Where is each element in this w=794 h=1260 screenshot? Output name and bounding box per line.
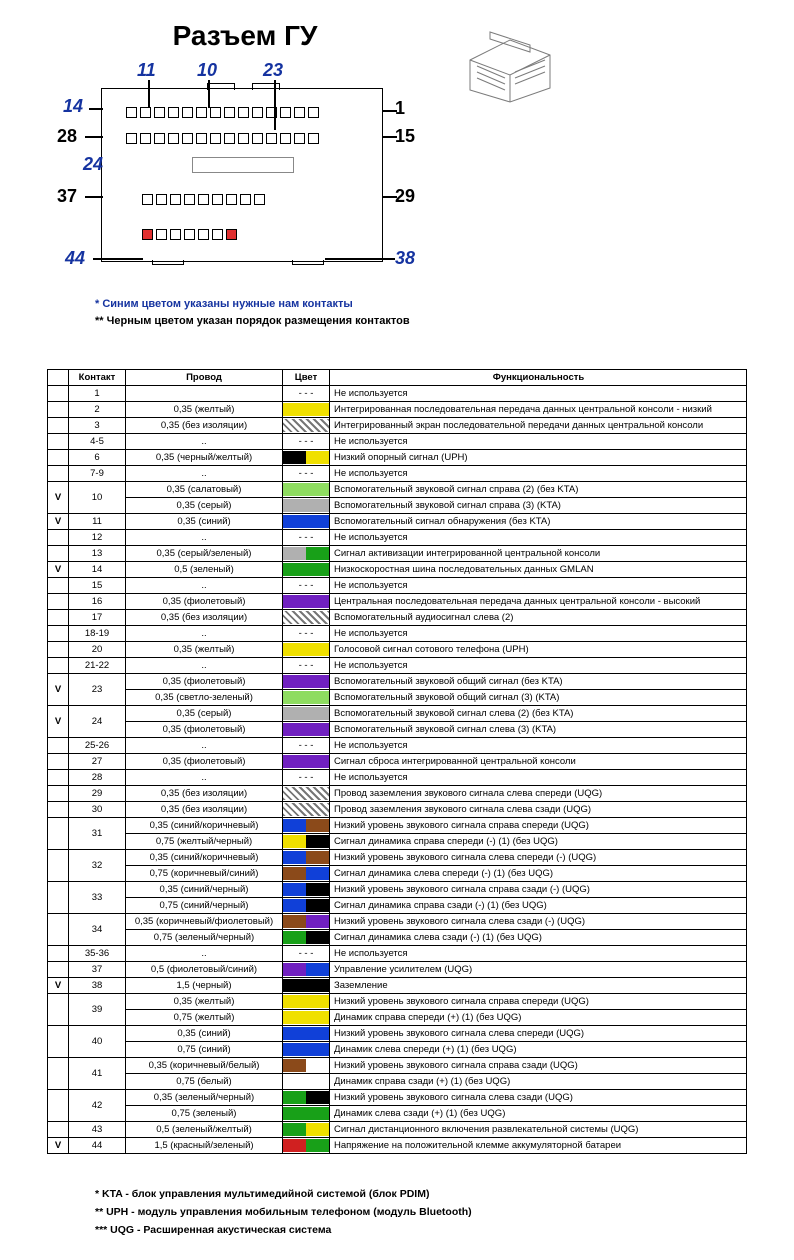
table-row: 200,35 (желтый)Голосовой сигнал сотового…	[48, 642, 747, 658]
footnote-3: *** UQG - Расширенная акустическая систе…	[95, 1222, 769, 1240]
table-row: 60,35 (черный/желтый)Низкий опорный сигн…	[48, 450, 747, 466]
pin-label-38: 38	[395, 248, 415, 269]
table-row: 18-19..- - -Не используется	[48, 626, 747, 642]
table-row: 0,75 (синий)Динамик слева спереди (+) (1…	[48, 1042, 747, 1058]
table-row: 310,35 (синий/коричневый)Низкий уровень …	[48, 818, 747, 834]
table-row: 1- - -Не используется	[48, 386, 747, 402]
table-row: 370,5 (фиолетовый/синий)Управление усили…	[48, 962, 747, 978]
table-row: 28..- - -Не используется	[48, 770, 747, 786]
table-row: 12..- - -Не используется	[48, 530, 747, 546]
connector-diagram: 11 10 23 14 1 28 15 24 37 29 44 38	[25, 58, 455, 288]
footnotes: * KTA - блок управления мультимедийной с…	[95, 1186, 769, 1240]
table-row: 290,35 (без изоляции)Провод заземления з…	[48, 786, 747, 802]
table-row: V110,35 (синий)Вспомогательный сигнал об…	[48, 514, 747, 530]
table-row: 0,75 (синий/черный)Сигнал динамика справ…	[48, 898, 747, 914]
pin-label-29: 29	[395, 186, 415, 207]
table-row: 0,35 (фиолетовый)Вспомогательный звуково…	[48, 722, 747, 738]
pin-label-23: 23	[263, 60, 283, 81]
table-row: 0,75 (зеленый/черный)Сигнал динамика сле…	[48, 930, 747, 946]
table-row: 330,35 (синий/черный)Низкий уровень звук…	[48, 882, 747, 898]
th-func: Функциональность	[330, 370, 747, 386]
table-row: 0,75 (желтый/черный)Сигнал динамика спра…	[48, 834, 747, 850]
pin-label-24: 24	[83, 154, 103, 175]
table-row: 420,35 (зеленый/черный)Низкий уровень зв…	[48, 1090, 747, 1106]
pin-label-14: 14	[63, 96, 83, 117]
table-row: 430,5 (зеленый/желтый)Сигнал дистанционн…	[48, 1122, 747, 1138]
table-row: 170,35 (без изоляции)Вспомогательный ауд…	[48, 610, 747, 626]
header-row: Разъем ГУ	[25, 20, 769, 329]
table-row: 7-9..- - -Не используется	[48, 466, 747, 482]
table-row: V240,35 (серый)Вспомогательный звуковой …	[48, 706, 747, 722]
table-row: 320,35 (синий/коричневый)Низкий уровень …	[48, 850, 747, 866]
table-row: 35-36..- - -Не используется	[48, 946, 747, 962]
page-title: Разъем ГУ	[65, 20, 425, 52]
table-row: 390,35 (желтый)Низкий уровень звукового …	[48, 994, 747, 1010]
table-row: 20,35 (желтый)Интегрированная последоват…	[48, 402, 747, 418]
table-row: V381,5 (черный)Заземление	[48, 978, 747, 994]
pin-label-10: 10	[197, 60, 217, 81]
connector-outline	[101, 88, 383, 262]
pin-label-28: 28	[57, 126, 77, 147]
table-row: 0,35 (серый)Вспомогательный звуковой сиг…	[48, 498, 747, 514]
table-row: 0,75 (желтый)Динамик справа спереди (+) …	[48, 1010, 747, 1026]
table-row: 300,35 (без изоляции)Провод заземления з…	[48, 802, 747, 818]
table-row: 270,35 (фиолетовый)Сигнал сброса интегри…	[48, 754, 747, 770]
table-row: 30,35 (без изоляции)Интегрированный экра…	[48, 418, 747, 434]
table-row: 0,75 (коричневый/синий)Сигнал динамика с…	[48, 866, 747, 882]
pin-label-44: 44	[65, 248, 85, 269]
table-row: 400,35 (синий)Низкий уровень звукового с…	[48, 1026, 747, 1042]
pin-label-15: 15	[395, 126, 415, 147]
th-wire: Провод	[126, 370, 283, 386]
table-row: V140,5 (зеленый)Низкоскоростная шина пос…	[48, 562, 747, 578]
diagram-column: Разъем ГУ	[25, 20, 455, 329]
table-row: 0,75 (белый)Динамик справа сзади (+) (1)…	[48, 1074, 747, 1090]
table-row: 130,35 (серый/зеленый)Сигнал активизации…	[48, 546, 747, 562]
pin-label-37: 37	[57, 186, 77, 207]
table-row: V230,35 (фиолетовый)Вспомогательный звук…	[48, 674, 747, 690]
footnote-2: ** UPH - модуль управления мобильным тел…	[95, 1204, 769, 1222]
table-row: 340,35 (коричневый/фиолетовый)Низкий уро…	[48, 914, 747, 930]
pin-label-11: 11	[137, 60, 156, 81]
table-row: 410,35 (коричневый/белый)Низкий уровень …	[48, 1058, 747, 1074]
pinout-table: Контакт Провод Цвет Функциональность 1- …	[47, 369, 747, 1154]
table-row: V100,35 (салатовый)Вспомогательный звуко…	[48, 482, 747, 498]
diagram-notes: * Синим цветом указаны нужные нам контак…	[95, 296, 455, 329]
table-row: 21-22..- - -Не используется	[48, 658, 747, 674]
table-row: 4-5..- - -Не используется	[48, 434, 747, 450]
footnote-1: * KTA - блок управления мультимедийной с…	[95, 1186, 769, 1204]
table-row: 0,35 (светло-зеленый)Вспомогательный зву…	[48, 690, 747, 706]
th-color: Цвет	[283, 370, 330, 386]
pin-label-1: 1	[395, 98, 405, 119]
table-row: 25-26..- - -Не используется	[48, 738, 747, 754]
table-row: 0,75 (зеленый)Динамик слева сзади (+) (1…	[48, 1106, 747, 1122]
table-row: V441,5 (красный/зеленый)Напряжение на по…	[48, 1138, 747, 1154]
th-contact: Контакт	[69, 370, 126, 386]
connector-3d-icon	[455, 20, 565, 105]
table-row: 160,35 (фиолетовый)Центральная последова…	[48, 594, 747, 610]
table-header-row: Контакт Провод Цвет Функциональность	[48, 370, 747, 386]
table-row: 15..- - -Не используется	[48, 578, 747, 594]
